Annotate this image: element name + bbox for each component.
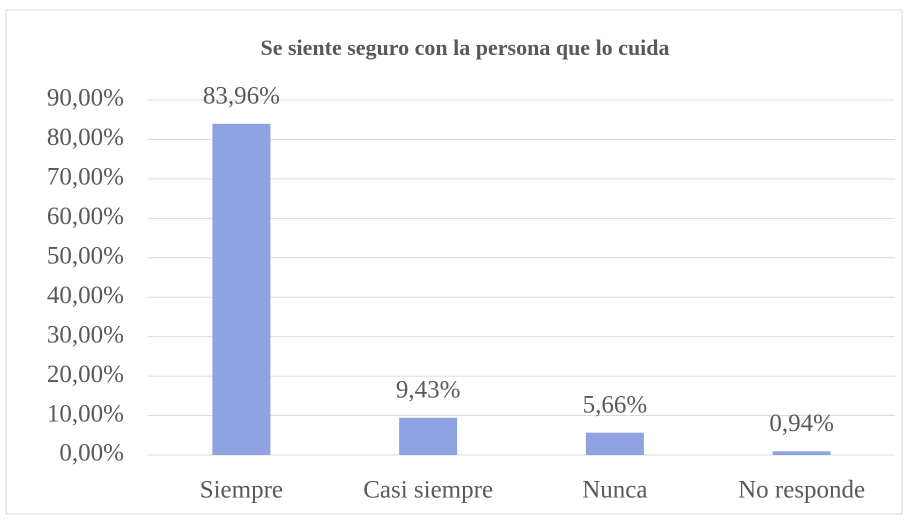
value-label: 83,96%: [203, 83, 280, 110]
y-tick-label: 0,00%: [59, 440, 124, 467]
x-tick-label: No responde: [738, 477, 865, 504]
y-tick-label: 20,00%: [47, 361, 124, 388]
bar: [212, 123, 271, 455]
y-tick-label: 10,00%: [47, 400, 124, 427]
bar: [772, 451, 831, 455]
bar: [585, 432, 644, 455]
chart-title: Se siente seguro con la persona que lo c…: [260, 35, 669, 60]
x-tick-label: Casi siempre: [363, 477, 493, 504]
y-tick-label: 40,00%: [47, 282, 124, 309]
y-tick-label: 30,00%: [47, 321, 124, 348]
y-tick-label: 90,00%: [47, 85, 124, 112]
y-tick-label: 50,00%: [47, 243, 124, 270]
y-tick-label: 60,00%: [47, 203, 124, 230]
x-tick-label: Nunca: [582, 477, 647, 504]
value-label: 0,94%: [769, 410, 834, 437]
y-tick-label: 80,00%: [47, 124, 124, 151]
value-label: 5,66%: [583, 391, 648, 418]
y-tick-label: 70,00%: [47, 164, 124, 191]
bar: [399, 417, 458, 455]
value-label: 9,43%: [396, 377, 461, 404]
x-tick-label: Siempre: [200, 477, 283, 504]
